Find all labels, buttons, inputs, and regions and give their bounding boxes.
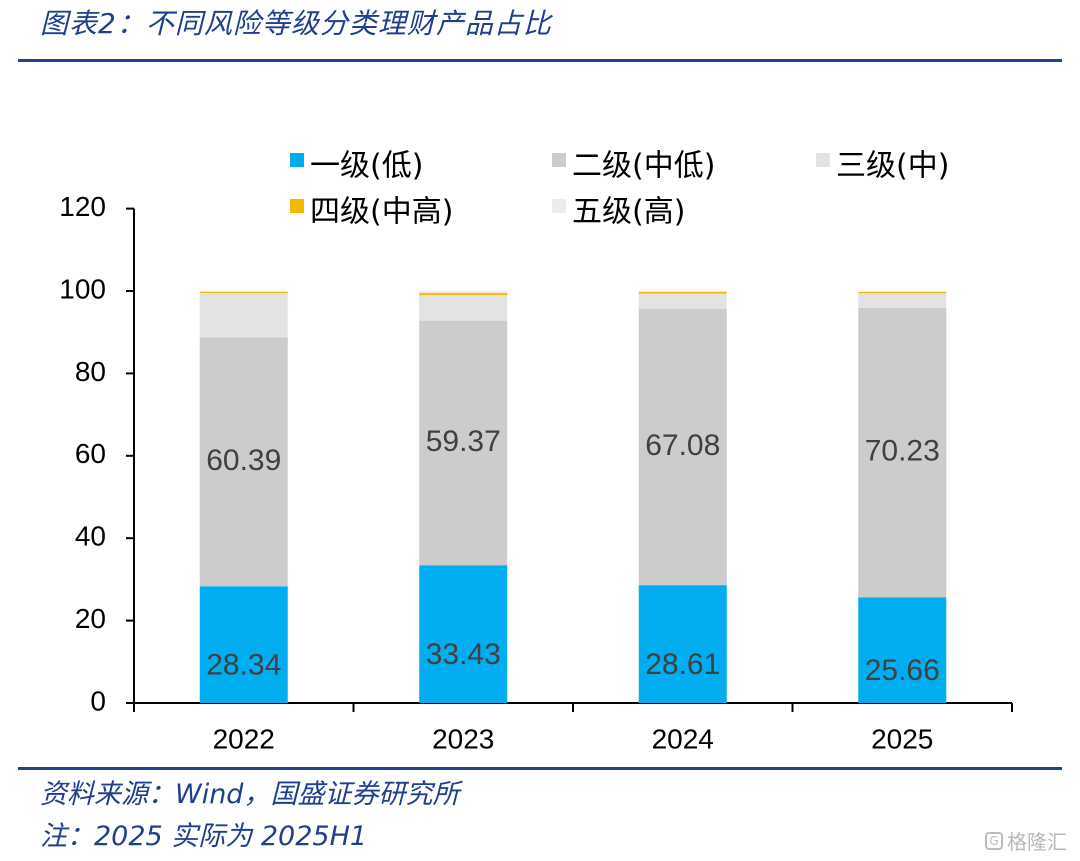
bar-segment-2022-s2 (199, 337, 288, 587)
y-tick-label: 80 (75, 356, 106, 387)
data-label: 70.23 (865, 435, 940, 468)
bar-segment-2023-s2 (419, 320, 508, 566)
stacked-bar-chart: 一级(低) 二级(中低) 三级(中) 四级(中高) 五级(高) 0 20 40 60 80 100 1… (59, 149, 1013, 754)
bar-segment-2023-s4 (419, 293, 508, 296)
chart-area: 一级(低) 二级(中低) 三级(中) 四级(中高) 五级(高) 0 20 40 60 80 100 1… (40, 68, 1060, 762)
y-tick-label: 120 (59, 191, 106, 222)
data-label: 25.66 (865, 654, 940, 687)
note-text: 注：2025 实际为 2025H1 (40, 821, 368, 852)
legend-swatch-1 (290, 153, 304, 167)
bar-segment-2025-s4 (858, 291, 947, 294)
legend-label-3: 三级(中) (836, 149, 949, 184)
legend-label-1: 一级(低) (310, 149, 423, 184)
x-tick-label: 2023 (432, 723, 494, 754)
x-tick-label: 2024 (652, 723, 714, 754)
bar-segment-2024-s3 (638, 293, 727, 309)
bar-segment-2025-s1 (858, 597, 947, 703)
bar-segment-2024-s5 (638, 291, 727, 292)
bar-segment-2022-s5 (199, 291, 288, 292)
legend-label-2: 二级(中低) (572, 149, 715, 184)
data-label: 28.61 (645, 648, 720, 681)
bar-segment-2024-s4 (638, 291, 727, 294)
source-text: 资料来源：Wind，国盛证券研究所 (40, 779, 460, 810)
data-label: 67.08 (645, 429, 720, 462)
bar-segment-2023-s5 (419, 291, 508, 294)
bar-segment-2022-s4 (199, 291, 288, 293)
legend-swatch-2 (552, 153, 566, 167)
y-tick-label: 40 (75, 521, 106, 552)
x-tick-label: 2025 (871, 723, 933, 754)
y-tick-label: 60 (75, 438, 106, 469)
g-logo-icon: G (985, 831, 1003, 850)
data-label: 28.34 (206, 649, 281, 682)
bar-segment-2024-s2 (638, 308, 727, 586)
bar-segment-2025-s2 (858, 307, 947, 598)
y-tick-label: 100 (59, 273, 106, 304)
legend-swatch-3 (816, 153, 830, 167)
bar-segment-2023-s3 (419, 295, 508, 321)
data-label: 33.43 (426, 638, 501, 671)
bar-segment-2025-s5 (858, 291, 947, 292)
watermark-text: 格隆汇 (1007, 830, 1067, 854)
figure-title: 图表2：不同风险等级分类理财产品占比 (40, 7, 552, 40)
bar-segment-2022-s3 (199, 292, 288, 338)
x-tick-label: 2022 (213, 723, 275, 754)
legend-label-5: 五级(高) (572, 195, 685, 230)
bar-segment-2025-s3 (858, 293, 947, 308)
bar-segment-2024-s1 (638, 585, 727, 703)
top-rule (18, 59, 1062, 62)
data-label: 60.39 (206, 444, 281, 477)
legend-swatch-5 (552, 199, 566, 213)
legend-label-4: 四级(中高) (310, 195, 453, 230)
bar-segment-2022-s1 (199, 586, 288, 703)
data-label: 59.37 (426, 425, 501, 458)
y-tick-label: 20 (75, 603, 106, 634)
bottom-rule (18, 767, 1062, 770)
watermark: G 格隆汇 (985, 826, 1067, 855)
y-tick-label: 0 (90, 685, 106, 716)
legend-swatch-4 (290, 199, 304, 213)
bar-segment-2023-s1 (419, 565, 508, 703)
